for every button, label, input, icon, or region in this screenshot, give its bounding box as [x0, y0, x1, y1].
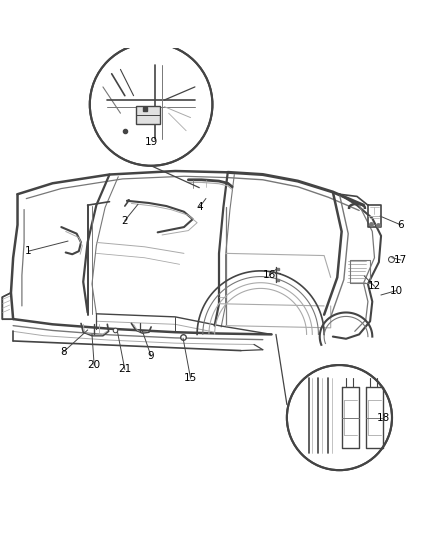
Text: 19: 19 — [145, 136, 158, 147]
Text: 20: 20 — [88, 360, 101, 370]
Circle shape — [90, 43, 212, 166]
Text: 12: 12 — [368, 281, 381, 291]
Text: 15: 15 — [184, 373, 197, 383]
Text: 18: 18 — [377, 413, 390, 423]
Text: 10: 10 — [390, 286, 403, 296]
Text: 16: 16 — [263, 270, 276, 280]
Text: 1: 1 — [25, 246, 32, 256]
Text: 4: 4 — [196, 203, 203, 212]
Text: 9: 9 — [148, 351, 155, 361]
Text: 17: 17 — [394, 255, 407, 265]
Text: 21: 21 — [118, 365, 131, 374]
FancyBboxPatch shape — [136, 106, 160, 124]
Text: 2: 2 — [121, 215, 128, 225]
Circle shape — [287, 365, 392, 470]
Text: 8: 8 — [60, 347, 67, 357]
Text: 6: 6 — [397, 220, 404, 230]
